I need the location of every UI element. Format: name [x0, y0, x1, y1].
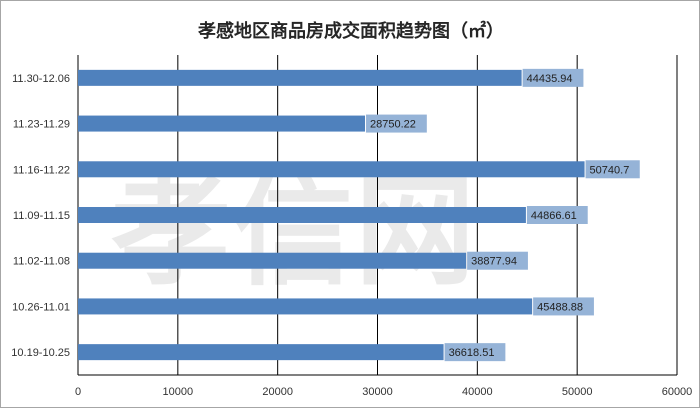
bar: [78, 298, 533, 315]
data-label-box: [366, 114, 427, 133]
x-tick-label: 0: [75, 386, 81, 398]
category-label: 11.23-11.29: [13, 119, 70, 131]
chart-title: 孝感地区商品房成交面积趋势图（㎡）: [198, 21, 504, 42]
data-label: 45488.88: [537, 301, 583, 313]
bar: [78, 207, 526, 223]
watermark-text: 孝信网: [111, 163, 477, 302]
category-label: 11.02-11.08: [13, 256, 70, 268]
data-label: 44435.94: [527, 73, 573, 85]
bar: [78, 252, 467, 269]
data-label-box: [467, 251, 528, 270]
category-label: 10.19-10.25: [11, 347, 70, 359]
category-label: 11.16-11.22: [13, 164, 70, 176]
data-label-box: [585, 160, 640, 179]
bar: [78, 69, 522, 86]
bar: [78, 344, 444, 361]
x-tick-label: 20000: [262, 386, 293, 398]
x-tick-label: 60000: [662, 386, 693, 398]
data-label-box: [533, 297, 594, 316]
x-tick-label: 10000: [163, 386, 194, 398]
category-label: 10.26-11.01: [12, 301, 70, 313]
data-label-box: [444, 343, 506, 362]
data-label: 28750.22: [370, 119, 416, 131]
x-tick-label: 40000: [462, 386, 493, 398]
x-tick-label: 30000: [362, 386, 393, 398]
data-label: 50740.7: [590, 164, 630, 176]
data-label: 44866.61: [531, 210, 577, 222]
data-label-box: [526, 206, 588, 224]
bar: [78, 115, 366, 132]
x-tick-label: 50000: [562, 386, 593, 398]
data-label-box: [522, 68, 584, 87]
category-label: 11.30-12.06: [12, 73, 70, 85]
bar: [78, 161, 585, 178]
data-label: 38877.94: [471, 256, 517, 268]
data-label: 36618.51: [449, 347, 495, 359]
category-label: 11.09-11.15: [13, 210, 70, 222]
